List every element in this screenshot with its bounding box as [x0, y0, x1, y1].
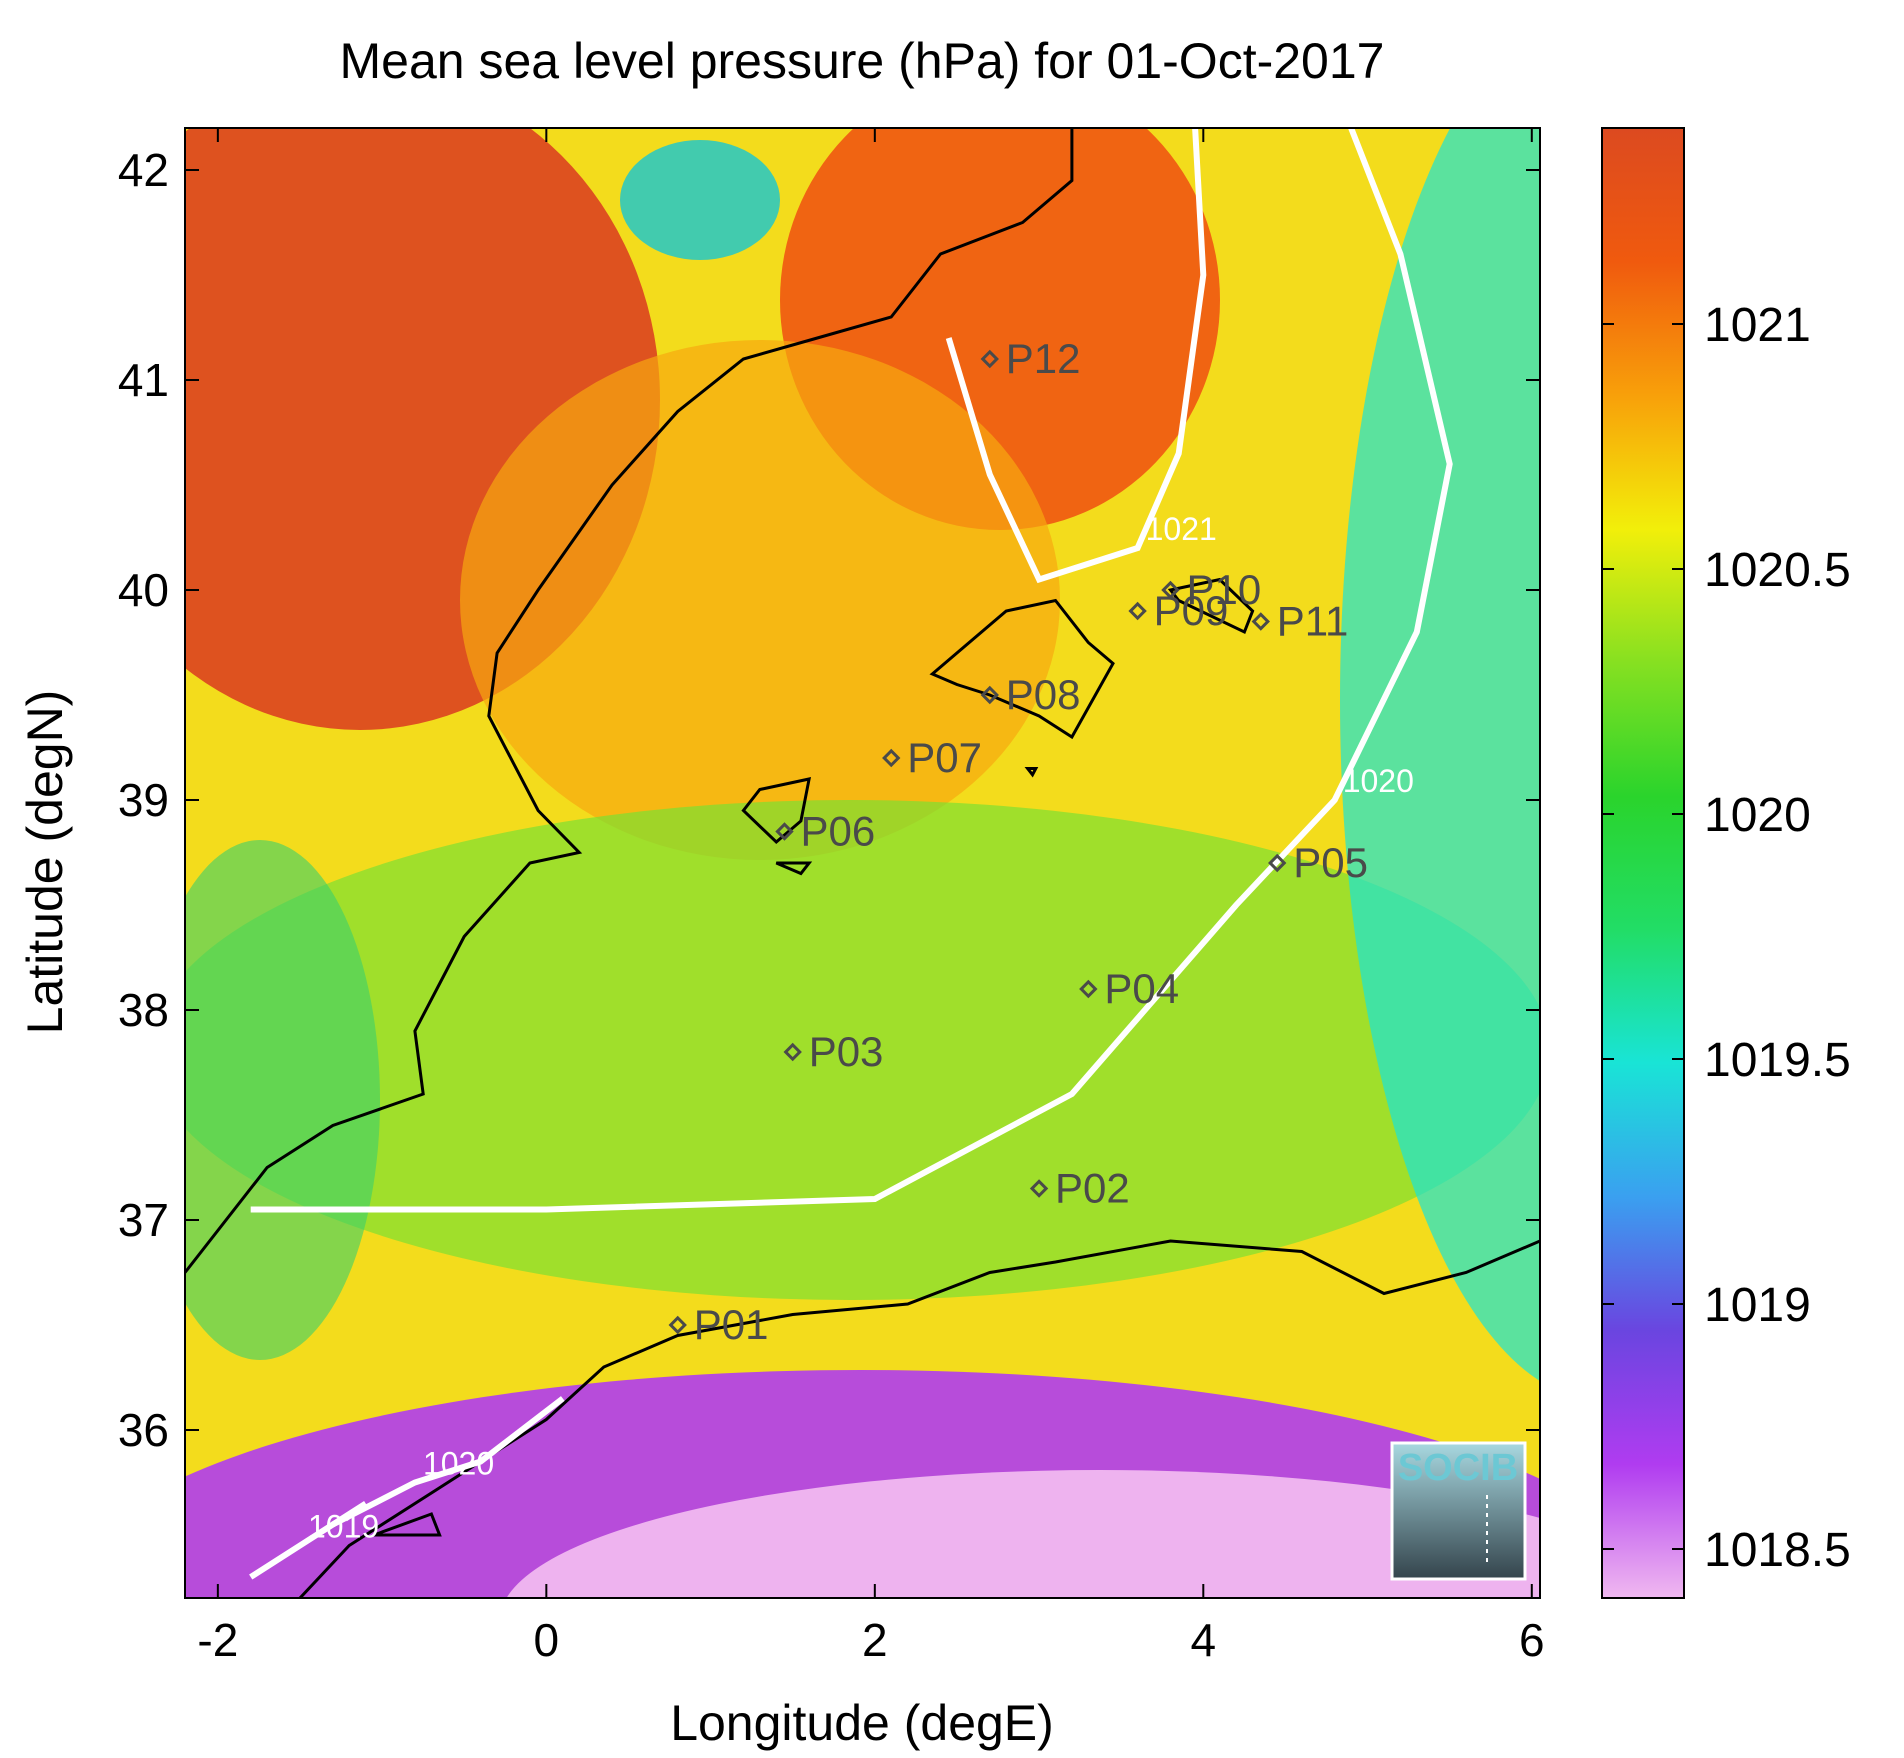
station-label: P06 [800, 808, 875, 855]
x-axis-ticks: -2 0 2 4 6 [197, 128, 1545, 1666]
station-marker [882, 748, 901, 768]
colorbar: 1018.5 1019 1019.5 1020 1020.5 1021 [1601, 127, 1851, 1599]
station-label: P11 [1277, 598, 1349, 645]
x-tick-label: 0 [534, 1614, 560, 1666]
y-tick-label: 37 [118, 1194, 169, 1246]
colorbar-tick-label: 1020 [1704, 789, 1811, 842]
contour-label: 1019 [308, 1509, 379, 1545]
station-marker [668, 1315, 687, 1335]
pressure-east-cyan [1340, 128, 1540, 1381]
station-marker [783, 1042, 802, 1062]
station-label: P04 [1104, 965, 1179, 1012]
station-marker [1128, 601, 1147, 621]
contour-line [331, 1396, 565, 1528]
coastline-menorca [1167, 577, 1255, 635]
y-axis-label: Latitude (degN) [17, 690, 73, 1035]
colorbar-tick-label: 1019.5 [1704, 1034, 1851, 1087]
y-tick-label: 41 [118, 354, 169, 406]
coastline-alboran [373, 1512, 442, 1537]
contour-label: 1021 [1146, 511, 1217, 547]
coastline-iberia [185, 128, 1074, 1274]
y-tick-label: 38 [118, 984, 169, 1036]
y-tick-label: 39 [118, 774, 169, 826]
station-marker [1029, 1179, 1049, 1198]
socib-logo-text: SOCIB [1398, 1447, 1518, 1489]
contour-line [250, 128, 1453, 1213]
y-tick-label: 42 [118, 144, 169, 196]
station-marker [980, 685, 999, 705]
station-label: P07 [907, 734, 982, 781]
contour-line [945, 128, 1207, 584]
station-marker [980, 349, 999, 369]
station-label: P10 [1186, 566, 1261, 613]
pressure-mid-green [185, 800, 1540, 1300]
map-title: Mean sea level pressure (hPa) for 01-Oct… [340, 33, 1385, 89]
station-label: P03 [809, 1028, 884, 1075]
station-label: P02 [1055, 1165, 1130, 1212]
x-axis-label: Longitude (degE) [670, 1695, 1054, 1751]
colorbar-gradient [1601, 127, 1685, 1599]
coastline-formentera [775, 861, 813, 876]
coastline-cabrera [1024, 767, 1039, 778]
station-label: P12 [1006, 335, 1081, 382]
socib-logo: SOCIB [1390, 1441, 1527, 1581]
pressure-northwest-spot [620, 140, 780, 260]
contour-label: 1020 [1343, 763, 1414, 799]
contour-line [249, 1500, 368, 1580]
pressure-lowest-south [506, 1470, 1540, 1598]
station-label: P05 [1293, 839, 1368, 886]
y-tick-label: 36 [118, 1404, 169, 1456]
station-label: P01 [694, 1301, 769, 1348]
colorbar-tick-label: 1019 [1704, 1279, 1811, 1332]
coastline-africa [298, 1239, 1540, 1598]
station-label: P08 [1006, 671, 1081, 718]
colorbar-tick-label: 1020.5 [1704, 544, 1851, 597]
coastlines [185, 128, 1540, 1598]
colorbar-tick-label: 1021 [1704, 299, 1811, 352]
coastline-mallorca [929, 598, 1115, 740]
x-tick-label: -2 [197, 1614, 238, 1666]
pressure-mid-orange [460, 340, 1060, 860]
pressure-west-band [185, 840, 380, 1360]
pressure-field-regions [185, 128, 1540, 1598]
x-tick-label: 6 [1519, 1614, 1545, 1666]
station-marker [775, 822, 794, 841]
x-tick-label: 4 [1191, 1614, 1217, 1666]
station-marker [1268, 853, 1287, 873]
contour-label: 1020 [423, 1446, 494, 1482]
station-marker [1161, 580, 1180, 600]
x-tick-label: 2 [862, 1614, 888, 1666]
plot-frame [184, 127, 1541, 1599]
colorbar-ticks: 1018.5 1019 1019.5 1020 1020.5 1021 [1602, 299, 1851, 1577]
station-marker [1079, 979, 1098, 999]
coastline-ibiza [741, 777, 812, 845]
colorbar-tick-label: 1018.5 [1704, 1524, 1851, 1577]
y-axis-ticks: 36 37 38 39 40 41 42 [118, 144, 1540, 1456]
station-label: P09 [1154, 587, 1229, 634]
pressure-contours: 1021 1020 1020 1019 [249, 128, 1453, 1580]
y-tick-label: 40 [118, 564, 169, 616]
station-marker [1251, 612, 1270, 631]
